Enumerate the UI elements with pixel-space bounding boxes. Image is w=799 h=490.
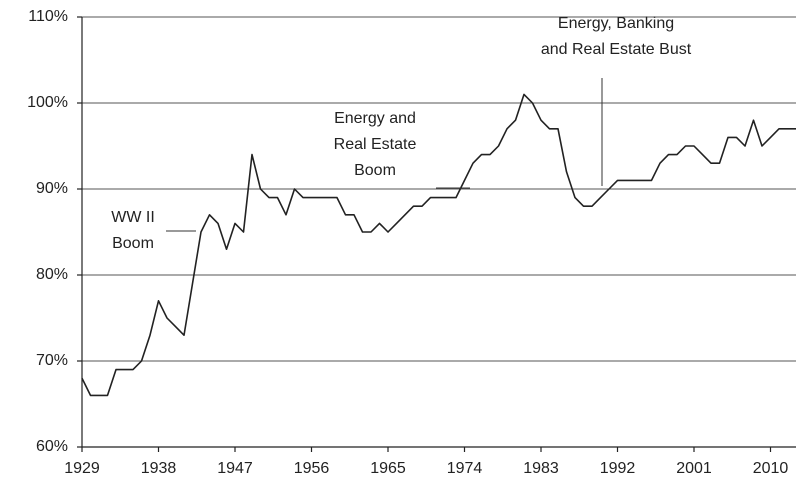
x-tick-label: 1956 bbox=[294, 460, 330, 477]
annotation: Energy and bbox=[334, 110, 416, 127]
x-tick-label: 1965 bbox=[370, 460, 406, 477]
x-tick-label: 2010 bbox=[753, 460, 789, 477]
x-tick-label: 1947 bbox=[217, 460, 253, 477]
annotation: WW II bbox=[111, 209, 155, 226]
annotation: and Real Estate Bust bbox=[541, 41, 692, 58]
y-tick-label: 80% bbox=[36, 266, 68, 283]
annotation: Energy, Banking bbox=[558, 15, 674, 32]
x-tick-label: 1992 bbox=[600, 460, 636, 477]
y-tick-label: 60% bbox=[36, 438, 68, 455]
x-tick-label: 1983 bbox=[523, 460, 559, 477]
y-tick-label: 110% bbox=[28, 8, 68, 25]
annotation: Real Estate bbox=[334, 136, 417, 153]
x-tick-label: 1938 bbox=[141, 460, 177, 477]
data-line bbox=[81, 93, 796, 397]
y-tick-label: 70% bbox=[36, 352, 68, 369]
y-tick-label: 100% bbox=[27, 94, 68, 111]
annotation: Boom bbox=[112, 235, 154, 252]
x-tick-label: 1974 bbox=[447, 460, 483, 477]
x-tick-label: 1929 bbox=[64, 460, 100, 477]
x-tick-label: 2001 bbox=[676, 460, 712, 477]
annotation: Boom bbox=[354, 162, 396, 179]
y-tick-label: 90% bbox=[36, 180, 68, 197]
